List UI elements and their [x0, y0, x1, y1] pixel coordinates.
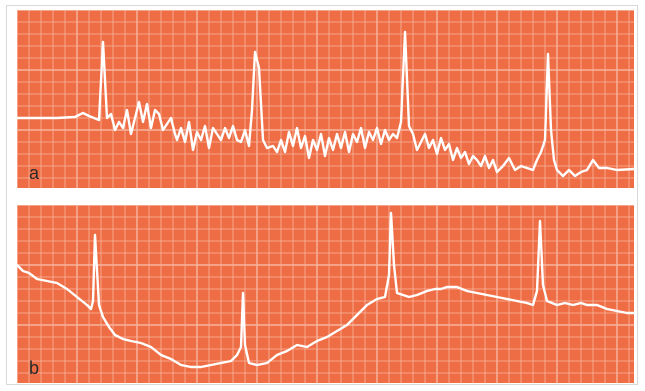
ecg-strip-b: b [17, 205, 634, 383]
ecg-strip-a-svg [17, 10, 634, 188]
ecg-trace-a [17, 30, 634, 178]
ecg-strip-a: a [17, 10, 634, 188]
ecg-strip-b-svg [17, 205, 634, 383]
ecg-trace-b [17, 211, 634, 369]
panel-label-a: a [29, 163, 40, 183]
panel-label-b: b [29, 358, 40, 378]
